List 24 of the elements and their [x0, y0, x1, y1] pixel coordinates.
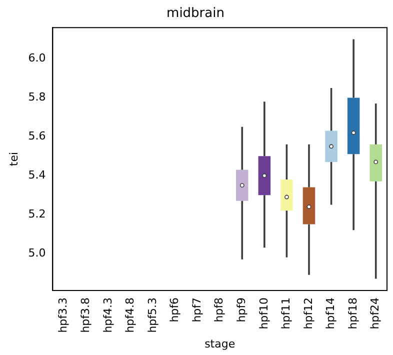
x-tick-label: hpf6 [168, 297, 182, 322]
x-tick-label: hpf4.8 [124, 297, 137, 333]
x-tick-label: hpf8 [212, 297, 226, 322]
x-tick-label: hpf7 [190, 297, 204, 322]
x-tick-label: hpf18 [346, 297, 360, 330]
x-tick-label: hpf4.3 [101, 297, 114, 333]
x-tick-label: hpf14 [324, 297, 338, 330]
x-tick-label: hpf3.3 [56, 297, 70, 333]
y-tick-label: 6.0 [28, 52, 46, 65]
x-tick-label: hpf9 [234, 297, 248, 322]
x-tick-label: hpf11 [280, 297, 293, 330]
x-tick-label: hpf12 [302, 297, 315, 330]
x-tick-label: hpf10 [257, 297, 270, 330]
x-tick-label: hpf24 [368, 297, 382, 330]
y-tick-label: 5.0 [28, 246, 46, 260]
x-axis-title: stage [204, 337, 236, 350]
y-tick-label: 5.4 [28, 168, 46, 182]
x-tick-label: hpf5.3 [146, 297, 159, 333]
x-tick-label: hpf3.8 [78, 297, 92, 333]
y-tick-label: 5.8 [28, 90, 46, 104]
chart-title: midbrain [166, 6, 224, 22]
y-axis-title: tei [7, 152, 20, 166]
y-tick-label: 5.2 [28, 207, 46, 220]
y-tick-label: 5.6 [28, 130, 46, 143]
